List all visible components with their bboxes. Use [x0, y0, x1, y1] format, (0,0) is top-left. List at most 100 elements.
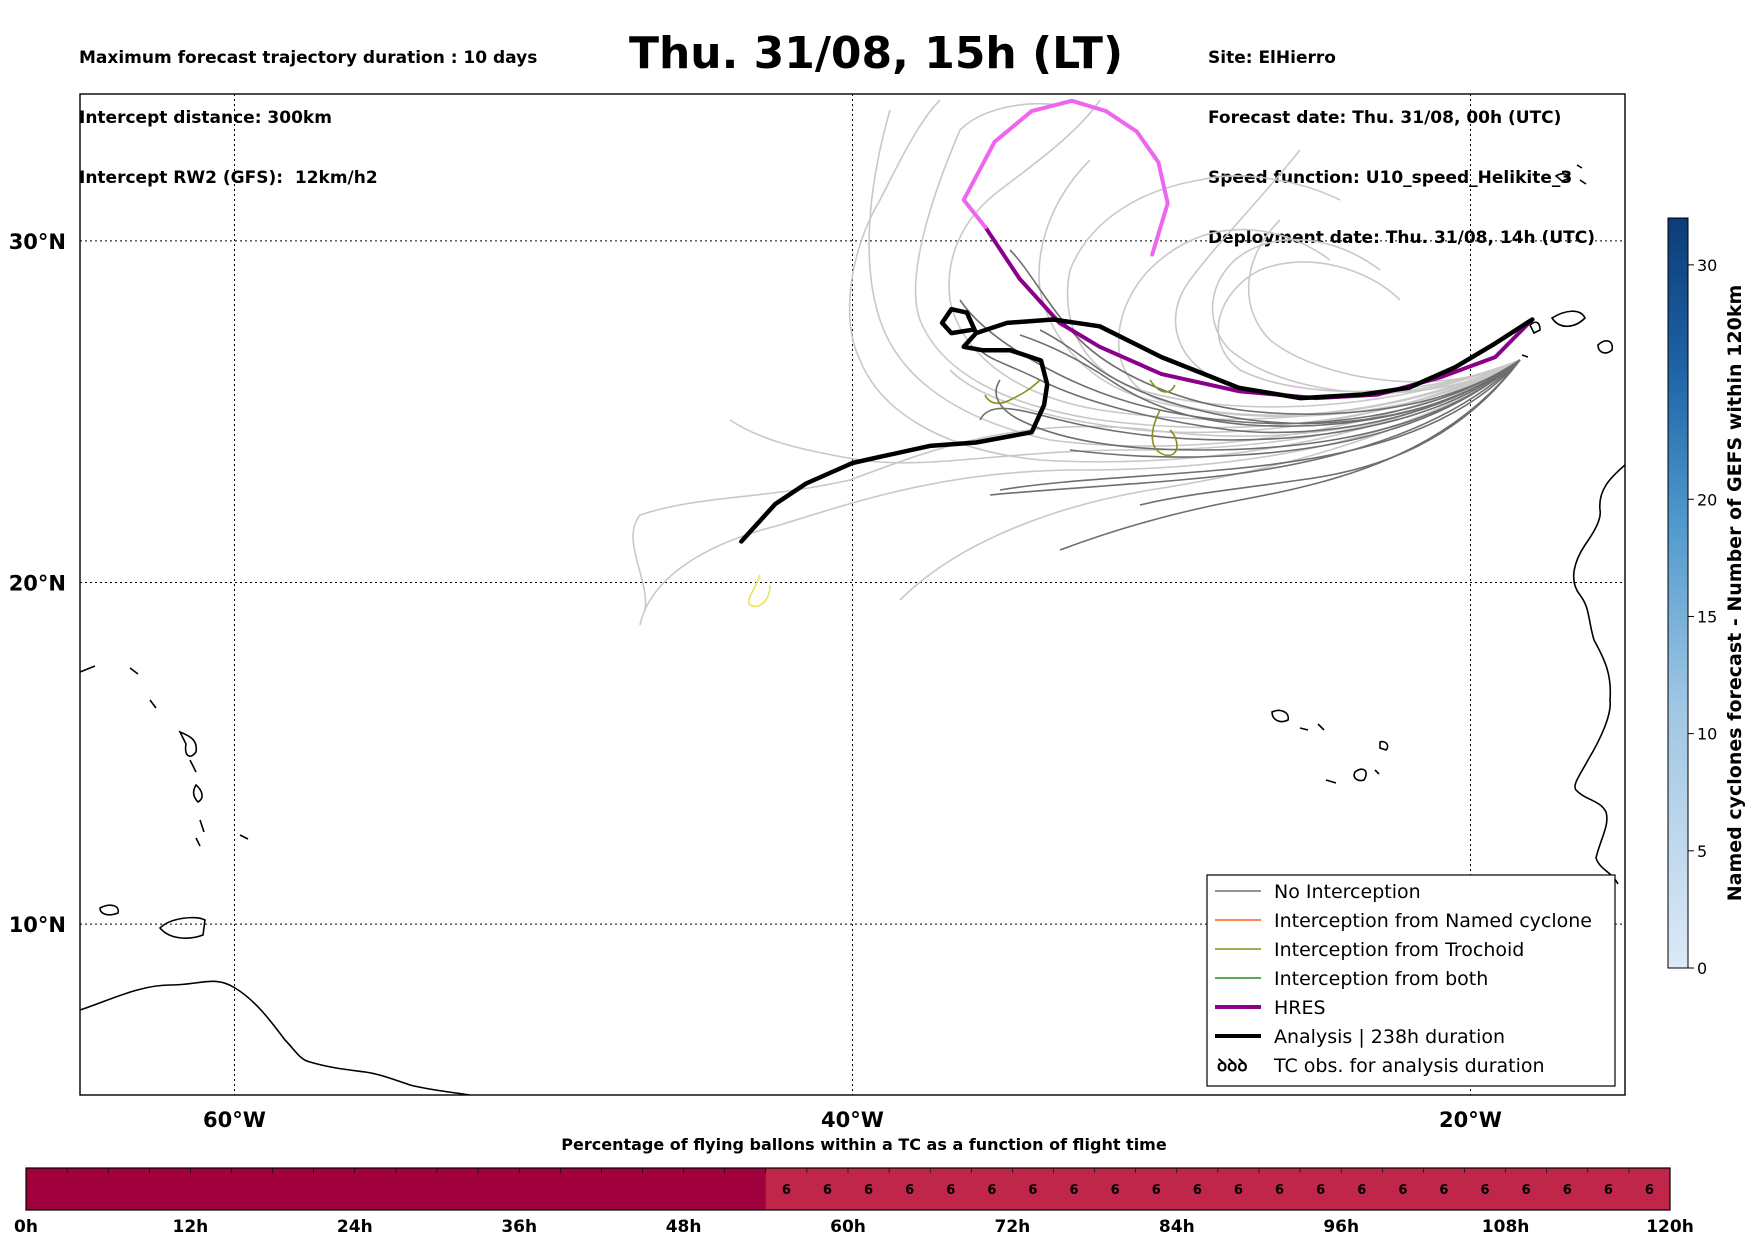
time-strip-value: 6 [1357, 1183, 1366, 1198]
time-strip-tick-label: 24h [337, 1217, 373, 1237]
colorbar-tick-label: 10 [1697, 725, 1717, 744]
coastline-canary-islands [1521, 310, 1614, 358]
time-strip-tick-label: 48h [666, 1217, 702, 1237]
time-strip-value: 6 [823, 1183, 832, 1198]
time-strip-cell [642, 1168, 685, 1210]
coastline-south-america [80, 980, 471, 1095]
header-right-line: Forecast date: Thu. 31/08, 00h (UTC) [1208, 108, 1562, 128]
time-strip-value: 6 [946, 1183, 955, 1198]
time-strip-value: 6 [1398, 1183, 1407, 1198]
time-strip-cell [313, 1168, 356, 1210]
time-strip-tick-label: 84h [1159, 1217, 1195, 1237]
map-axes: 60°W 40°W 20°W 30°N 20°N 10°N [9, 230, 1502, 1132]
time-strip-cell [889, 1168, 931, 1210]
legend-label: Interception from Named cyclone [1274, 910, 1592, 932]
time-strip-cell [848, 1168, 890, 1210]
track-analysis [939, 306, 979, 336]
time-strip-cell [108, 1168, 150, 1210]
coastline-cape-verde [1271, 709, 1389, 784]
legend-label: Analysis | 238h duration [1274, 1026, 1505, 1048]
ensemble-trajectories-dark [959, 249, 1521, 551]
time-strip-tick-label: 120h [1646, 1217, 1694, 1237]
time-strip-tick-label: 0h [14, 1217, 38, 1237]
coastline-trinidad [158, 916, 206, 939]
time-strip-tick-label: 36h [501, 1217, 537, 1237]
time-strip-value: 6 [905, 1183, 914, 1198]
time-strip-cell [1176, 1168, 1219, 1210]
time-strip-cell [560, 1168, 602, 1210]
time-strip-cell [1587, 1168, 1630, 1210]
time-strip-cell [1094, 1168, 1137, 1210]
time-strip-cell [1628, 1168, 1671, 1210]
time-strip-value: 6 [1645, 1183, 1654, 1198]
time-strip-cell [971, 1168, 1013, 1210]
header-left-line: Intercept RW2 (GFS): 12km/h2 [79, 168, 378, 188]
time-strip-cell [806, 1168, 849, 1210]
time-strip-cell [1341, 1168, 1383, 1210]
time-strip-cell [149, 1168, 191, 1210]
y-tick-label: 30°N [9, 230, 66, 254]
time-strip-tick-label: 72h [995, 1217, 1031, 1237]
colorbar-tick-label: 5 [1697, 842, 1707, 861]
coastline-caribbean-islands [80, 665, 249, 916]
header-right-line: Deployment date: Thu. 31/08, 14h (UTC) [1208, 228, 1595, 248]
time-strip-cell [601, 1168, 643, 1210]
header-left-line: Intercept distance: 300km [79, 108, 332, 128]
time-strip-cell [272, 1168, 315, 1210]
time-strip-value: 6 [1522, 1183, 1531, 1198]
x-tick-label: 60°W [203, 1108, 266, 1132]
colorbar-tick-label: 30 [1697, 256, 1717, 275]
time-strip-value: 6 [1193, 1183, 1202, 1198]
time-strip-value: 6 [1152, 1183, 1161, 1198]
legend: No Interception Interception from Named c… [1206, 874, 1616, 1087]
trochoid-interceptions [747, 379, 1178, 607]
time-strip-cell [190, 1168, 232, 1210]
time-strip-cell [1382, 1168, 1424, 1210]
time-strip-cell [683, 1168, 726, 1210]
page-title: Thu. 31/08, 15h (LT) [628, 28, 1124, 79]
time-strip-value: 6 [782, 1183, 791, 1198]
colorbar-tick-label: 15 [1697, 607, 1717, 626]
x-tick-label: 40°W [821, 1108, 884, 1132]
time-strip-value: 6 [1604, 1183, 1613, 1198]
ensemble-trajectories-light [632, 99, 1521, 626]
map-frame [79, 93, 1626, 1096]
time-strip-cell [437, 1168, 479, 1210]
time-strip-cell [1012, 1168, 1054, 1210]
legend-label: Interception from Trochoid [1274, 939, 1524, 961]
time-strip: Percentage of flying ballons within a TC… [14, 1135, 1694, 1237]
header-left: Maximum forecast trajectory duration : 1… [79, 8, 537, 208]
time-strip-cell [1546, 1168, 1589, 1210]
time-strip-cell [1217, 1168, 1260, 1210]
time-strip-value: 6 [1563, 1183, 1572, 1198]
coastlines [80, 164, 1625, 1095]
time-strip-value: 6 [1439, 1183, 1448, 1198]
colorbar-gradient [1667, 217, 1689, 969]
time-strip-tick-label: 96h [1323, 1217, 1359, 1237]
time-strip-value: 6 [864, 1183, 873, 1198]
time-strip-value: 6 [987, 1183, 996, 1198]
trajectory-tracks [739, 98, 1535, 544]
time-strip-value: 6 [1070, 1183, 1079, 1198]
cyclone-colorbar: Named cyclones forecast - Number of GEFS… [1667, 217, 1746, 978]
time-strip-cell [26, 1168, 68, 1210]
y-tick-label: 20°N [9, 572, 66, 596]
time-strip-cell [1053, 1168, 1096, 1210]
time-strip-cell [1464, 1168, 1507, 1210]
legend-frame [1206, 874, 1616, 1087]
time-strip-frame [25, 1167, 1671, 1211]
time-strip-cell [395, 1168, 438, 1210]
header-right-line: Site: ElHierro [1208, 48, 1336, 68]
time-strip-cell [478, 1168, 520, 1210]
time-strip-value: 6 [1316, 1183, 1325, 1198]
time-strip-cell [1259, 1168, 1301, 1210]
time-strip-value: 6 [1275, 1183, 1284, 1198]
map-gridlines [80, 94, 1625, 1095]
colorbar-title: Named cyclones forecast - Number of GEFS… [1724, 285, 1746, 902]
time-strip-tick-label: 60h [830, 1217, 866, 1237]
legend-label: Interception from both [1274, 968, 1488, 990]
coastline-madeira [1554, 164, 1587, 185]
time-strip-value: 6 [1234, 1183, 1243, 1198]
time-strip-title: Percentage of flying ballons within a TC… [561, 1135, 1167, 1154]
